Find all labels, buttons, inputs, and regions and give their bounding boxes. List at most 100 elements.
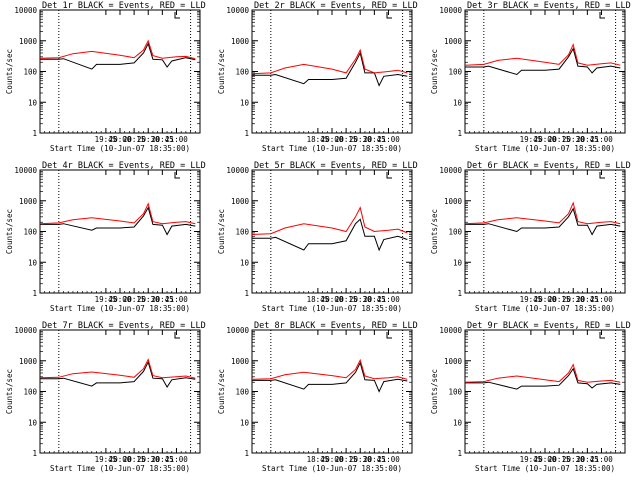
y-tick-label: 1 [244,289,249,298]
x-tick-label: 19:45 [520,135,543,144]
x-tick-label: 19:45 [95,135,118,144]
y-tick-label: 100 [235,228,249,237]
x-axis-label: Start Time (10-Jun-07 18:35:00) [50,144,190,153]
x-tick-label: 21:00 [165,455,188,464]
x-tick-label: 21:00 [165,135,188,144]
y-axis-label: Counts/sec [217,209,226,254]
x-tick-label: 19:45 [520,295,543,304]
y-tick-label: 1000 [19,197,38,206]
x-tick-label: 20:45 [576,135,599,144]
y-tick-label: 1 [32,289,37,298]
plot-frame [464,329,626,454]
x-tick-label: 20:15 [335,295,358,304]
lld-series-line [464,201,621,225]
x-tick-label: 20:45 [576,455,599,464]
y-tick-label: 10000 [226,326,249,335]
corner-marker [174,12,180,19]
x-tick-label: 20:00 [321,455,344,464]
x-tick-label: 20:00 [321,135,344,144]
corner-marker [599,332,605,339]
x-tick-label: 20:00 [534,295,557,304]
events-series-line [465,47,621,76]
x-tick-label: 20:15 [335,135,358,144]
x-tick-label: 20:45 [363,135,386,144]
x-tick-label: 19:45 [520,455,543,464]
y-axis-label: Counts/sec [5,209,14,254]
y-tick-label: 1000 [19,37,38,46]
y-tick-label: 10 [28,418,38,427]
y-axis-label: Counts/sec [217,49,226,94]
events-series-line [40,42,196,70]
y-tick-label: 10 [453,98,463,107]
chart-title: Det 4r BLACK = Events, RED = LLD [42,161,206,171]
y-tick-label: 1000 [231,37,250,46]
chart-title: Det 5r BLACK = Events, RED = LLD [254,161,418,171]
chart-title: Det 1r BLACK = Events, RED = LLD [42,1,206,11]
lld-series-line [464,43,621,66]
x-tick-label: 19:45 [95,295,118,304]
y-axis-label: Counts/sec [430,49,439,94]
x-tick-label: 20:00 [534,135,557,144]
x-tick-label: 18:45 [307,455,330,464]
x-tick-label: 20:45 [576,295,599,304]
y-tick-label: 10000 [14,326,37,335]
corner-marker [386,332,392,339]
y-tick-label: 10000 [14,6,37,15]
y-tick-label: 100 [23,68,37,77]
y-tick-label: 10000 [14,166,37,175]
plot-frame [39,169,201,294]
x-tick-label: 21:00 [590,135,613,144]
x-tick-label: 20:30 [562,135,585,144]
x-tick-label: 20:15 [548,295,571,304]
y-axis-label: Counts/sec [430,209,439,254]
plot-frame [464,9,626,134]
y-tick-label: 1 [32,129,37,138]
x-tick-label: 20:15 [548,455,571,464]
events-series-line [40,206,196,236]
chart-title: Det 2r BLACK = Events, RED = LLD [254,1,418,11]
y-tick-label: 1 [32,449,37,458]
y-tick-label: 1000 [231,197,250,206]
corner-marker [386,12,392,19]
y-tick-label: 1000 [444,357,463,366]
x-tick-label: 21:00 [377,135,400,144]
x-tick-label: 20:15 [123,455,146,464]
lld-series-line [39,202,196,225]
y-tick-label: 100 [448,388,462,397]
x-axis-label: Start Time (10-Jun-07 18:35:00) [475,304,615,313]
y-tick-label: 10 [28,98,38,107]
y-tick-label: 100 [235,388,249,397]
y-tick-label: 100 [448,228,462,237]
x-tick-label: 20:00 [534,455,557,464]
x-tick-label: 20:15 [335,455,358,464]
y-tick-label: 1 [457,129,462,138]
x-tick-label: 20:30 [562,455,585,464]
lld-series-line [39,358,196,379]
x-axis-label: Start Time (10-Jun-07 18:35:00) [475,464,615,473]
lld-series-line [251,206,408,235]
x-tick-label: 20:00 [109,455,132,464]
x-tick-label: 20:30 [349,455,372,464]
x-tick-label: 20:45 [151,455,174,464]
corner-marker [599,172,605,179]
y-tick-label: 10 [240,418,250,427]
y-tick-label: 10 [28,258,38,267]
chart-title: Det 6r BLACK = Events, RED = LLD [467,161,631,171]
lld-series-line [39,39,196,60]
x-tick-label: 20:45 [151,135,174,144]
chart-title: Det 8r BLACK = Events, RED = LLD [254,321,418,331]
x-tick-label: 20:30 [349,135,372,144]
y-tick-label: 1000 [231,357,250,366]
y-tick-label: 100 [448,68,462,77]
y-tick-label: 100 [23,388,37,397]
y-tick-label: 10 [453,418,463,427]
y-tick-label: 10000 [439,6,462,15]
x-axis-label: Start Time (10-Jun-07 18:35:00) [50,464,190,473]
x-axis-label: Start Time (10-Jun-07 18:35:00) [50,304,190,313]
lld-series-line [251,358,408,380]
events-series-line [252,51,408,87]
plot-frame [39,329,201,454]
x-tick-label: 18:45 [307,135,330,144]
y-tick-label: 10000 [439,326,462,335]
chart-title: Det 3r BLACK = Events, RED = LLD [467,1,631,11]
